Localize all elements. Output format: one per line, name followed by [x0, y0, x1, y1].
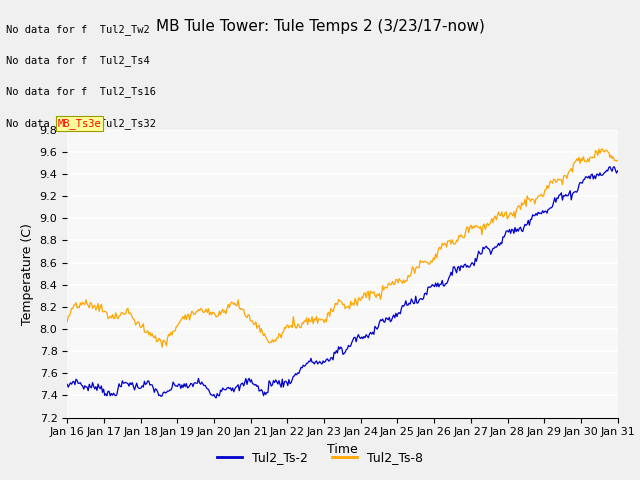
Text: No data for f  Tul2_Ts16: No data for f Tul2_Ts16: [6, 86, 156, 97]
Text: No data for f  Tul2_Ts4: No data for f Tul2_Ts4: [6, 55, 150, 66]
Y-axis label: Temperature (C): Temperature (C): [21, 223, 34, 324]
Text: MB Tule Tower: Tule Temps 2 (3/23/17-now): MB Tule Tower: Tule Temps 2 (3/23/17-now…: [156, 19, 484, 34]
Text: No data for f  Tul2_Tw2: No data for f Tul2_Tw2: [6, 24, 150, 35]
X-axis label: Time: Time: [327, 443, 358, 456]
Text: MB_Ts3e: MB_Ts3e: [58, 118, 101, 129]
Legend: Tul2_Ts-2, Tul2_Ts-8: Tul2_Ts-2, Tul2_Ts-8: [212, 446, 428, 469]
Text: No data for f  Tul2_Ts32: No data for f Tul2_Ts32: [6, 118, 156, 129]
